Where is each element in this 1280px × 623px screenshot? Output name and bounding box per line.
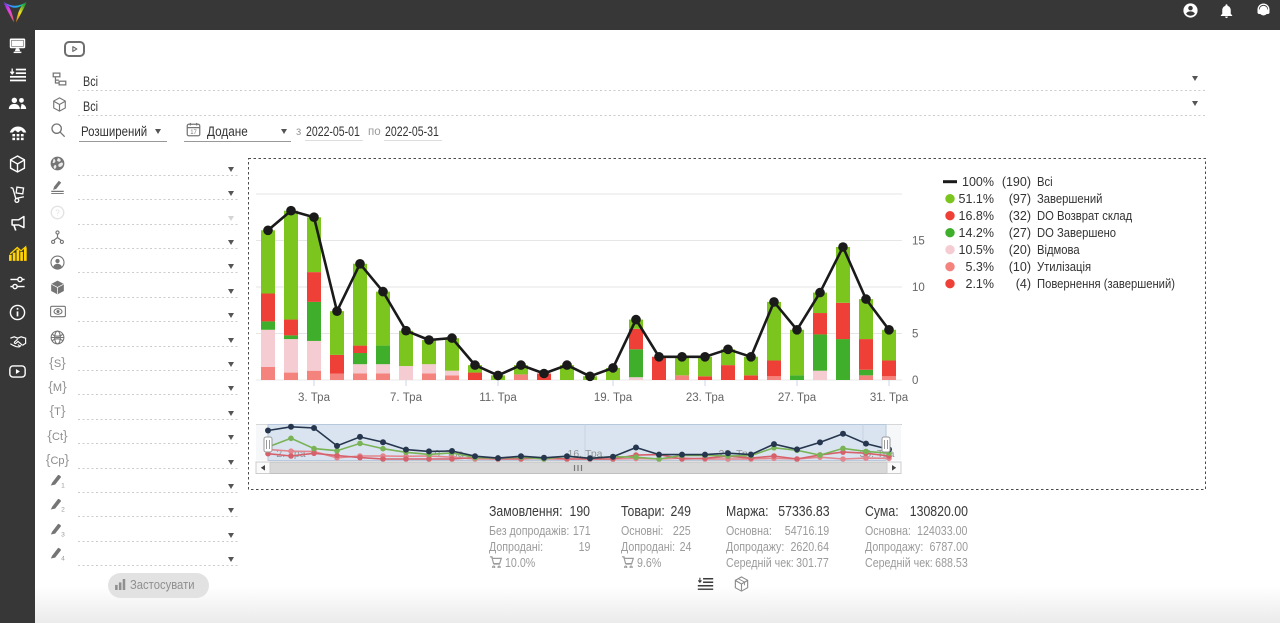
svg-text:2.1%: 2.1% [966,277,995,291]
svg-text:Завершений: Завершений [1037,191,1102,206]
svg-text:Відмова: Відмова [1037,242,1080,257]
svg-text:14.2%: 14.2% [959,226,994,240]
svg-text:19. Тра: 19. Тра [594,392,633,404]
svg-text:Всі: Всі [1037,174,1053,189]
svg-text:17: 17 [190,130,197,136]
svg-text:16.8%: 16.8% [959,209,994,223]
svg-text:1: 1 [61,483,65,489]
svg-text:27. Тра: 27. Тра [778,392,817,404]
svg-text:(4): (4) [1016,277,1031,291]
svg-text:(97): (97) [1009,192,1031,206]
svg-text:?: ? [55,209,60,218]
svg-text:11. Тра: 11. Тра [479,392,517,404]
svg-text:5.3%: 5.3% [966,260,995,274]
svg-text:15: 15 [912,236,925,248]
svg-text:5: 5 [912,329,918,341]
svg-text:(190): (190) [1002,175,1031,189]
svg-text:0: 0 [912,375,918,387]
svg-text:10.5%: 10.5% [959,243,994,257]
svg-text:7. Тра: 7. Тра [390,392,423,404]
svg-text:(20): (20) [1009,243,1031,257]
svg-text:31. Тра: 31. Тра [870,392,909,404]
svg-text:51.1%: 51.1% [959,192,994,206]
svg-text:3: 3 [61,531,65,537]
svg-text:23. Тра: 23. Тра [686,392,725,404]
svg-text:Утилізація: Утилізація [1037,259,1091,274]
svg-text:10: 10 [912,282,925,294]
svg-text:Повернення (завершений): Повернення (завершений) [1037,276,1175,291]
svg-text:DO Завершено: DO Завершено [1037,225,1116,240]
svg-text:DO Возврат склад: DO Возврат склад [1037,208,1132,223]
svg-text:100%: 100% [962,175,994,189]
svg-text:3. Тра: 3. Тра [298,392,331,404]
svg-text:(10): (10) [1009,260,1031,274]
svg-text:(27): (27) [1009,226,1031,240]
svg-text:4: 4 [61,556,65,562]
svg-text:(32): (32) [1009,209,1031,223]
svg-text:2: 2 [61,507,65,513]
